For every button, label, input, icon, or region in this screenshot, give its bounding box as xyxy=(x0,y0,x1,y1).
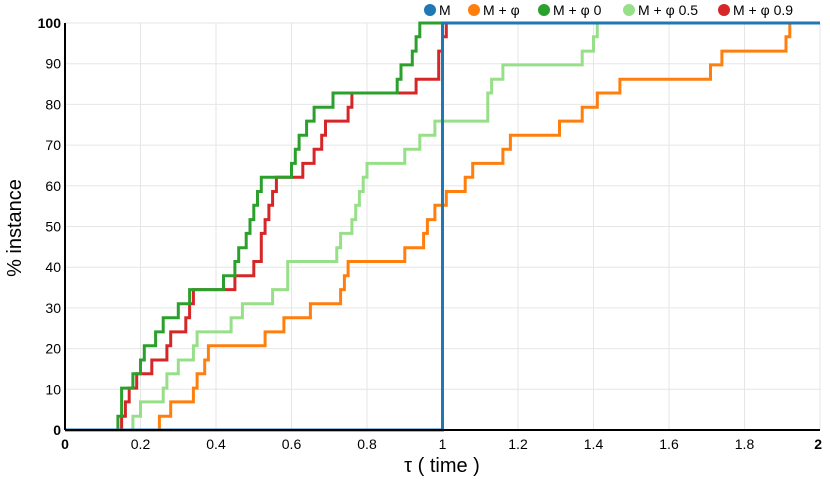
legend-item-3[interactable]: M + φ 0.5 xyxy=(623,2,698,18)
x-axis-title: τ ( time ) xyxy=(404,455,480,477)
y-tick-label-6: 60 xyxy=(45,178,61,194)
legend[interactable]: M M + φ M + φ 0 M + φ 0.5 M + φ 0.9 xyxy=(424,2,793,18)
series-line-3 xyxy=(65,21,820,432)
x-tick-label-10: 2 xyxy=(814,436,822,452)
legend-label-4: M + φ 0.9 xyxy=(733,2,793,18)
legend-swatch-0 xyxy=(424,4,436,16)
y-tick-label-9: 90 xyxy=(45,56,61,72)
legend-item-2[interactable]: M + φ 0 xyxy=(538,2,602,18)
y-tick-label-4: 40 xyxy=(45,259,61,275)
y-tick-label-2: 20 xyxy=(45,341,61,357)
x-tick-label-4: 0.8 xyxy=(357,436,377,452)
axes xyxy=(64,23,820,431)
legend-item-0[interactable]: M xyxy=(424,2,451,18)
x-tick-label-6: 1.2 xyxy=(508,436,528,452)
x-tick-label-0: 0 xyxy=(61,436,69,452)
legend-item-4[interactable]: M + φ 0.9 xyxy=(718,2,793,18)
x-tick-label-5: 1 xyxy=(439,436,447,452)
series-line-1 xyxy=(65,21,820,432)
x-tick-label-8: 1.6 xyxy=(659,436,679,452)
legend-item-1[interactable]: M + φ xyxy=(468,2,520,18)
y-tick-label-8: 80 xyxy=(45,96,61,112)
x-tick-label-3: 0.6 xyxy=(282,436,302,452)
legend-swatch-3 xyxy=(623,4,635,16)
x-tick-label-1: 0.2 xyxy=(131,436,151,452)
x-tick-label-9: 1.8 xyxy=(735,436,755,452)
y-tick-label-0: 0 xyxy=(53,422,61,438)
legend-label-2: M + φ 0 xyxy=(553,2,602,18)
x-tick-label-2: 0.4 xyxy=(206,436,226,452)
y-tick-labels: 0 10 20 30 40 50 60 70 80 90 100 xyxy=(38,15,62,438)
y-tick-label-5: 50 xyxy=(45,219,61,235)
series-line-2 xyxy=(65,21,820,432)
y-axis-title: % instance xyxy=(4,179,26,277)
legend-label-3: M + φ 0.5 xyxy=(638,2,698,18)
legend-swatch-2 xyxy=(538,4,550,16)
x-tick-label-7: 1.4 xyxy=(584,436,604,452)
legend-swatch-1 xyxy=(468,4,480,16)
legend-label-0: M xyxy=(439,2,451,18)
y-tick-label-3: 30 xyxy=(45,300,61,316)
legend-swatch-4 xyxy=(718,4,730,16)
y-tick-label-7: 70 xyxy=(45,137,61,153)
y-tick-label-10: 100 xyxy=(38,15,62,31)
y-tick-label-1: 10 xyxy=(45,381,61,397)
legend-label-1: M + φ xyxy=(483,2,520,18)
x-tick-labels: 0 0.2 0.4 0.6 0.8 1 1.2 1.4 1.6 1.8 2 xyxy=(61,436,822,452)
